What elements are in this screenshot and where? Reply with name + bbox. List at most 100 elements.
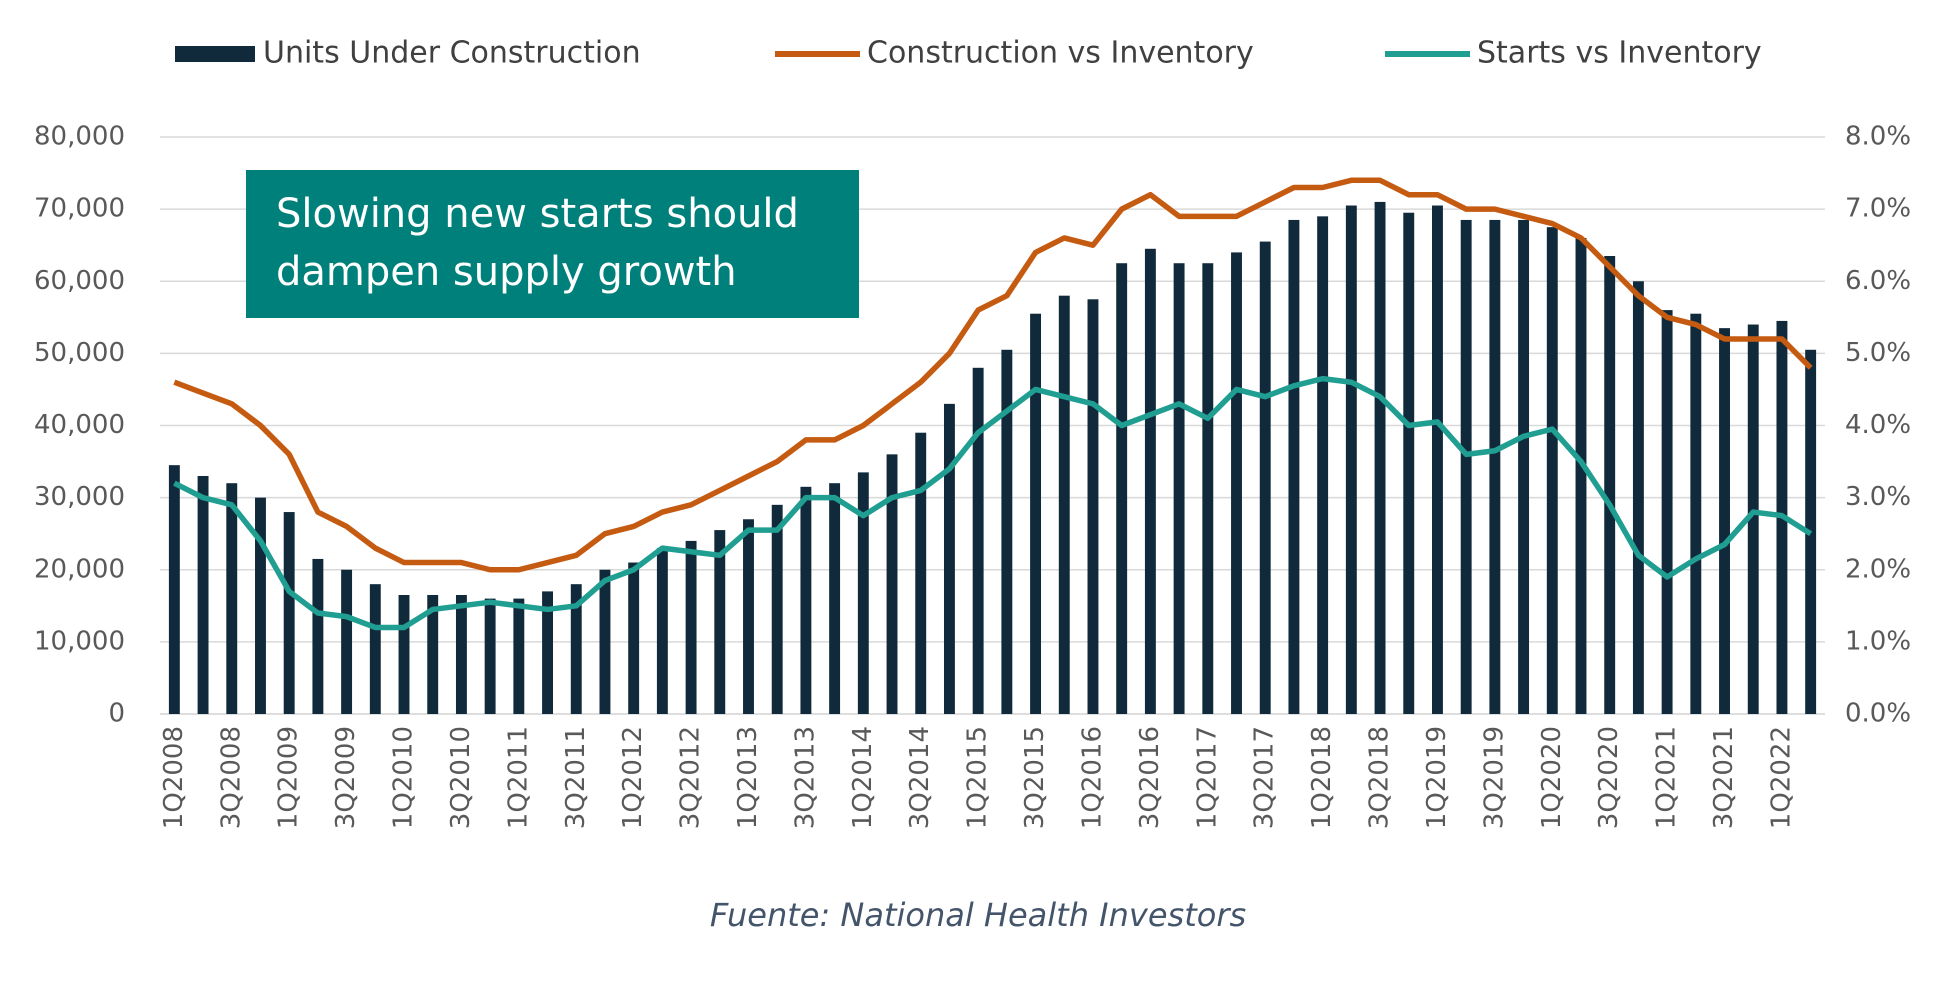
y-tick-label: 70,000 — [34, 194, 125, 224]
y2-tick-label: 3.0% — [1845, 482, 1911, 512]
x-tick-label: 1Q2020 — [1537, 726, 1567, 829]
x-tick-label: 1Q2014 — [848, 726, 878, 829]
lines — [173, 177, 1813, 631]
x-tick-label: 3Q2011 — [561, 726, 591, 829]
annotation: Slowing new starts should — [276, 191, 799, 237]
bar — [341, 569, 353, 714]
bar — [1345, 205, 1357, 715]
bar — [800, 486, 812, 714]
y2-tick-label: 4.0% — [1845, 410, 1911, 440]
x-tick-label: 3Q2017 — [1250, 726, 1280, 829]
bar — [255, 497, 266, 714]
bar — [513, 598, 525, 714]
bar — [1374, 201, 1386, 715]
y2-tick-label: 1.0% — [1845, 626, 1911, 656]
y-tick-label: 0 — [108, 699, 125, 729]
x-tick-label: 3Q2014 — [905, 726, 935, 829]
annotation-box — [246, 170, 859, 318]
bar — [1661, 310, 1673, 714]
bar — [628, 562, 640, 714]
plot: 0 10,000 20,000 30,000 40,000 50,000 60,000 70,… — [34, 36, 1911, 830]
bar — [1173, 263, 1185, 714]
bar — [226, 483, 238, 714]
y2-tick-label: 2.0% — [1845, 554, 1911, 584]
x-tick-label: 3Q2013 — [790, 726, 820, 829]
source: Fuente: National Health Investors — [710, 896, 1246, 934]
labels: 0 10,000 20,000 30,000 40,000 50,000 60,000 70,… — [34, 36, 1911, 830]
bar — [886, 454, 898, 714]
legend-label: Construction vs Inventory — [867, 36, 1254, 71]
x-tick-label: 1Q2021 — [1652, 726, 1682, 829]
bar — [1144, 248, 1156, 714]
y-tick-label: 20,000 — [34, 554, 125, 584]
bar — [283, 512, 295, 714]
bar — [1058, 295, 1070, 714]
line — [173, 375, 1813, 631]
bar — [1518, 219, 1530, 714]
bar — [743, 519, 754, 714]
x-tick-label: 3Q2009 — [331, 726, 361, 829]
bar — [656, 548, 668, 714]
bar — [1087, 299, 1099, 714]
line — [173, 177, 1813, 573]
bar — [829, 483, 841, 714]
bar — [943, 403, 955, 714]
x-tick-label: 3Q2012 — [676, 726, 706, 829]
y2-tick-label: 0.0% — [1845, 699, 1911, 729]
x-tick-label: 1Q2019 — [1422, 726, 1452, 829]
legend-swatch — [175, 46, 255, 62]
bar — [1288, 219, 1300, 714]
bar — [1202, 263, 1214, 714]
bar — [1546, 227, 1558, 714]
x-tick-label: 1Q2017 — [1192, 726, 1222, 829]
bar — [1317, 216, 1329, 714]
x-tick-label: 3Q2020 — [1594, 726, 1624, 829]
bar — [1719, 328, 1730, 714]
y2-tick-label: 8.0% — [1845, 122, 1911, 152]
bar — [398, 594, 410, 714]
bar — [168, 465, 180, 714]
legend-label: Units Under Construction — [263, 36, 641, 71]
y-tick-label: 40,000 — [34, 410, 125, 440]
bar — [369, 584, 381, 714]
legend-label: Starts vs Inventory — [1477, 36, 1762, 71]
bar — [714, 530, 726, 714]
bar — [1747, 324, 1759, 714]
bar — [972, 367, 984, 714]
bar — [542, 591, 553, 714]
y-tick-label: 80,000 — [34, 122, 125, 152]
y-tick-label: 60,000 — [34, 266, 125, 296]
x-tick-label: 1Q2008 — [159, 726, 189, 829]
bar — [1575, 237, 1587, 714]
x-tick-label: 1Q2018 — [1307, 726, 1337, 829]
y-tick-label: 30,000 — [34, 482, 125, 512]
y-tick-label: 50,000 — [34, 338, 125, 368]
bar — [1460, 219, 1472, 714]
x-tick-label: 1Q2015 — [963, 726, 993, 829]
bar — [570, 584, 582, 714]
x-tick-label: 1Q2012 — [618, 726, 648, 829]
x-tick-label: 3Q2021 — [1709, 726, 1739, 829]
x-tick-label: 3Q2019 — [1479, 726, 1509, 829]
x-tick-label: 3Q2018 — [1365, 726, 1395, 829]
bar — [1489, 219, 1501, 714]
y2-tick-label: 5.0% — [1845, 338, 1911, 368]
bar — [1403, 212, 1415, 714]
x-tick-label: 1Q2013 — [733, 726, 763, 829]
bar — [857, 472, 869, 714]
bar — [1030, 313, 1042, 714]
bar — [1259, 241, 1271, 715]
annotation: dampen supply growth — [276, 249, 737, 295]
x-tick-label: 1Q2011 — [503, 726, 533, 829]
y2-tick-label: 7.0% — [1845, 194, 1911, 224]
bar — [484, 598, 496, 714]
bar — [1632, 281, 1644, 714]
x-tick-label: 3Q2016 — [1135, 726, 1165, 829]
bar — [771, 504, 783, 714]
bar — [1432, 205, 1443, 715]
bar — [599, 569, 611, 714]
bar — [455, 594, 467, 714]
bar — [1001, 349, 1013, 714]
bar — [1690, 313, 1702, 714]
